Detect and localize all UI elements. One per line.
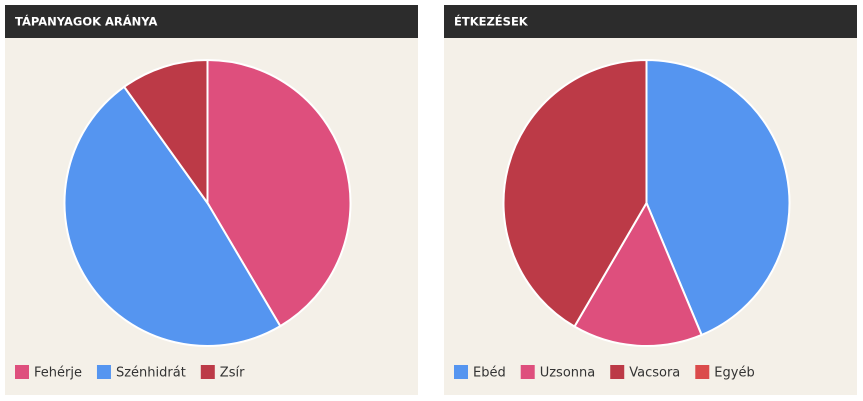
- panel-header: [5, 5, 418, 38]
- legend-label: Vacsora: [629, 366, 680, 381]
- legend-label: Ebéd: [473, 366, 506, 381]
- legend-swatch: [96, 365, 111, 379]
- panel-title: TÁPANYAGOK ARÁNYA: [15, 14, 158, 29]
- panel-title: ÉTKEZÉSEK: [454, 14, 529, 29]
- legend-label: Egyéb: [714, 366, 754, 381]
- pie-slice: [645, 58, 791, 337]
- pie-slice: [122, 58, 209, 207]
- legend-swatch: [695, 365, 710, 379]
- pie-slice: [63, 85, 282, 347]
- pie-slice: [206, 58, 352, 328]
- legend-swatch: [454, 365, 468, 379]
- pie-slice: [573, 200, 703, 347]
- pie-slice: [502, 58, 648, 328]
- legend-swatch: [610, 365, 625, 379]
- legend-label: Uzsonna: [540, 366, 596, 381]
- panel-header: [444, 5, 857, 38]
- legend-label: Zsír: [220, 366, 245, 381]
- legend-swatch: [15, 365, 29, 379]
- legend-swatch: [520, 365, 535, 379]
- legend-label: Fehérje: [34, 366, 82, 381]
- legend-label: Szénhidrát: [116, 366, 186, 381]
- legend-swatch: [200, 365, 215, 379]
